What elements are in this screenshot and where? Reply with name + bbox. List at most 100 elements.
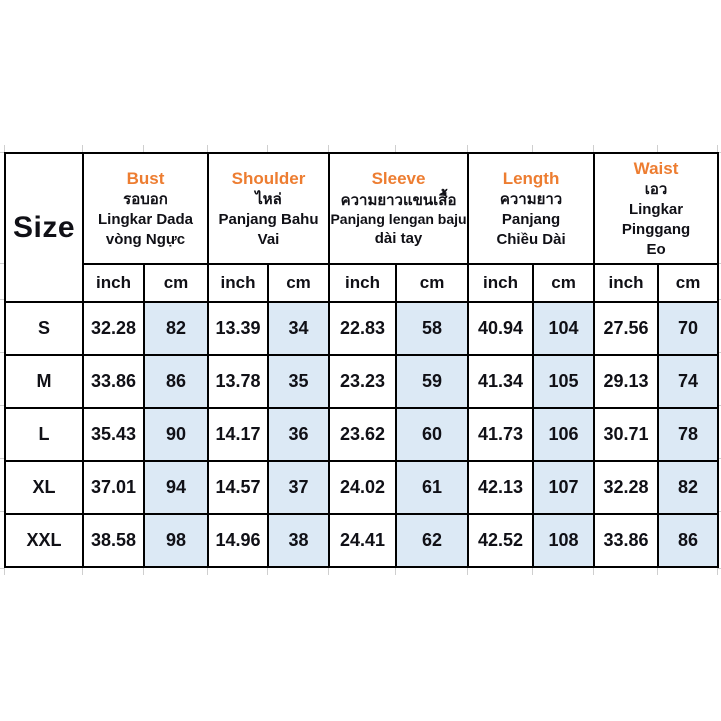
shoulder-cm-value: 37	[266, 460, 331, 515]
sleeve-cm-value: 60	[395, 407, 470, 462]
sleeve-cm-value: 59	[395, 354, 470, 409]
spreadsheet-gridline-tick	[143, 568, 144, 575]
table-row-l: L 35.43 90 14.17 36 23.62 60 41.73 106 3…	[4, 407, 720, 462]
spreadsheet-gridline-tick	[657, 145, 658, 152]
size-row-label: XXL	[4, 513, 84, 568]
group-title-sleeve: Sleeve	[371, 169, 426, 189]
spreadsheet-gridline-tick	[4, 568, 5, 575]
spreadsheet-gridline-tick	[328, 568, 329, 575]
waist-inch-value: 27.56	[593, 301, 660, 356]
unit-header-cm: cm	[143, 263, 209, 303]
size-chart-table-container: Size Bust รอบอก Lingkar Dada vòng Ngực S…	[0, 145, 721, 575]
length-inch-value: 42.52	[467, 513, 535, 568]
bust-inch-value: 37.01	[82, 460, 145, 515]
unit-header-inch: inch	[328, 263, 398, 303]
spreadsheet-gridline-tick	[0, 511, 4, 512]
group-subtitle-vietnamese: Vai	[257, 230, 280, 248]
unit-header-inch: inch	[593, 263, 660, 303]
spreadsheet-gridline-tick	[532, 568, 533, 575]
size-row-label: S	[4, 301, 84, 356]
table-row-xl: XL 37.01 94 14.57 37 24.02 61 42.13 107 …	[4, 460, 720, 515]
sleeve-inch-value: 24.02	[328, 460, 398, 515]
bust-inch-value: 38.58	[82, 513, 145, 568]
spreadsheet-gridline-tick	[0, 152, 4, 153]
bust-cm-value: 90	[143, 407, 209, 462]
spreadsheet-gridline-tick	[207, 568, 208, 575]
group-subtitle-thai: เอว	[644, 181, 668, 199]
size-row-label: M	[4, 354, 84, 409]
spreadsheet-gridline-tick	[657, 568, 658, 575]
shoulder-inch-value: 14.57	[207, 460, 269, 515]
group-subtitle-thai: รอบอก	[123, 191, 168, 209]
spreadsheet-gridline-tick	[0, 352, 4, 353]
sleeve-cm-value: 62	[395, 513, 470, 568]
group-header-length: Length ความยาว Panjang Chiều Dài	[467, 152, 596, 265]
spreadsheet-gridline-tick	[593, 568, 594, 575]
bust-cm-value: 94	[143, 460, 209, 515]
group-header-bust: Bust รอบอก Lingkar Dada vòng Ngực	[82, 152, 209, 265]
group-title-shoulder: Shoulder	[231, 168, 306, 188]
spreadsheet-gridline-tick	[395, 568, 396, 575]
table-row-s: S 32.28 82 13.39 34 22.83 58 40.94 104 2…	[4, 301, 720, 356]
sleeve-cm-value: 58	[395, 301, 470, 356]
unit-header-cm: cm	[532, 263, 596, 303]
length-inch-value: 40.94	[467, 301, 535, 356]
unit-header-cm: cm	[266, 263, 331, 303]
shoulder-cm-value: 34	[266, 301, 331, 356]
waist-cm-value: 82	[657, 460, 720, 515]
size-row-label: XL	[4, 460, 84, 515]
bust-inch-value: 35.43	[82, 407, 145, 462]
length-cm-value: 105	[532, 354, 596, 409]
spreadsheet-gridline-tick	[143, 145, 144, 152]
spreadsheet-gridline-tick	[0, 568, 4, 569]
waist-inch-value: 33.86	[593, 513, 660, 568]
group-subtitle-indonesian: Panjang	[501, 210, 561, 228]
group-header-waist: Waist เอว Lingkar Pinggang Eo	[593, 152, 720, 265]
group-subtitle-thai: ความยาว	[499, 191, 563, 209]
waist-cm-value: 74	[657, 354, 720, 409]
spreadsheet-gridline-tick	[717, 568, 718, 575]
sleeve-inch-value: 23.23	[328, 354, 398, 409]
waist-cm-value: 70	[657, 301, 720, 356]
length-inch-value: 41.73	[467, 407, 535, 462]
group-subtitle-vietnamese: Chiều Dài	[496, 230, 566, 248]
waist-cm-value: 86	[657, 513, 720, 568]
group-subtitle-indonesian: Panjang lengan baju	[330, 211, 467, 228]
spreadsheet-gridline-tick	[267, 568, 268, 575]
sleeve-cm-value: 61	[395, 460, 470, 515]
spreadsheet-gridline-tick	[532, 145, 533, 152]
unit-header-cm: cm	[395, 263, 470, 303]
group-title-waist: Waist	[633, 158, 679, 178]
group-title-bust: Bust	[126, 168, 165, 188]
size-column-header: Size	[4, 152, 84, 303]
shoulder-cm-value: 35	[266, 354, 331, 409]
unit-header-cm: cm	[657, 263, 720, 303]
table-row-m: M 33.86 86 13.78 35 23.23 59 41.34 105 2…	[4, 354, 720, 409]
spreadsheet-gridline-tick	[717, 568, 721, 569]
size-chart-table: Size Bust รอบอก Lingkar Dada vòng Ngực S…	[4, 152, 720, 568]
spreadsheet-gridline-tick	[467, 145, 468, 152]
group-title-length: Length	[502, 168, 560, 188]
group-subtitle-indonesian: Lingkar Dada	[97, 210, 194, 228]
waist-cm-value: 78	[657, 407, 720, 462]
sleeve-inch-value: 22.83	[328, 301, 398, 356]
group-subtitle-indonesian: Lingkar Pinggang	[621, 200, 691, 238]
spreadsheet-gridline-tick	[82, 145, 83, 152]
length-cm-value: 107	[532, 460, 596, 515]
bust-inch-value: 33.86	[82, 354, 145, 409]
spreadsheet-gridline-tick	[4, 145, 5, 152]
length-inch-value: 42.13	[467, 460, 535, 515]
spreadsheet-gridline-tick	[82, 568, 83, 575]
spreadsheet-gridline-tick	[0, 299, 4, 300]
spreadsheet-gridline-tick	[0, 458, 4, 459]
bust-inch-value: 32.28	[82, 301, 145, 356]
group-subtitle-vietnamese: dài tay	[374, 229, 423, 247]
shoulder-cm-value: 38	[266, 513, 331, 568]
waist-inch-value: 32.28	[593, 460, 660, 515]
spreadsheet-gridline-tick	[0, 263, 4, 264]
length-cm-value: 106	[532, 407, 596, 462]
group-subtitle-vietnamese: vòng Ngực	[105, 230, 186, 248]
size-row-label: L	[4, 407, 84, 462]
bust-cm-value: 82	[143, 301, 209, 356]
